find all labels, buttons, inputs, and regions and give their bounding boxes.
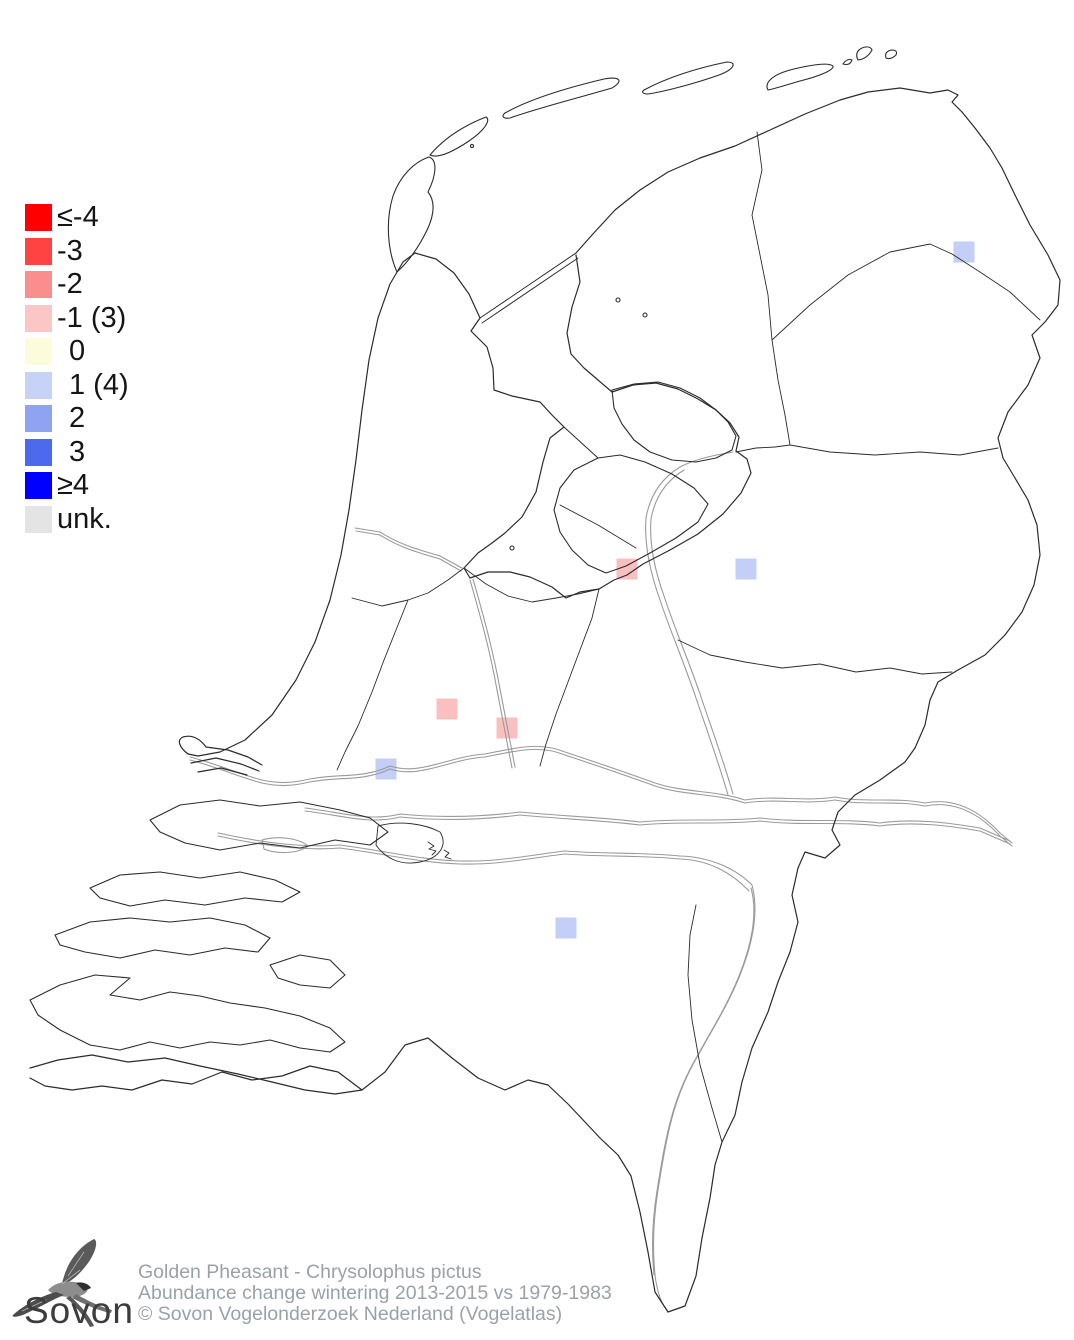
legend-item: -3 <box>25 234 129 267</box>
legend-swatch <box>25 405 52 432</box>
caption-subject: Abundance change wintering 2013-2015 vs … <box>138 1282 612 1304</box>
caption-copyright: © Sovon Vogelonderzoek Nederland (Vogela… <box>138 1303 563 1325</box>
legend-item: ≥4 <box>25 469 129 501</box>
legend-swatch <box>25 237 52 265</box>
legend-label: 0 <box>69 335 86 367</box>
legend-swatch <box>25 204 52 231</box>
legend-item: 2 <box>25 402 129 434</box>
legend-label: -2 <box>57 268 83 300</box>
abundance-squares <box>375 241 975 939</box>
legend-label: ≥4 <box>57 469 90 501</box>
abundance-square <box>436 698 458 720</box>
abundance-square <box>953 241 975 263</box>
legend-swatch <box>25 304 52 332</box>
country-outline <box>29 87 1061 1313</box>
legend-swatch <box>25 371 52 399</box>
legend-item: 0 <box>25 335 129 367</box>
legend-swatch <box>25 472 52 499</box>
legend-item: unk. <box>25 502 129 535</box>
legend: ≤-4 -3 -2 -1 (3) 0 1 (4) 2 3 ≥4 unk. <box>25 201 129 539</box>
abundance-square <box>555 917 577 939</box>
swallow-icon <box>12 1239 112 1327</box>
legend-item: -2 <box>25 268 129 300</box>
province-borders <box>336 131 1041 1143</box>
legend-swatch <box>25 438 52 466</box>
legend-label: 3 <box>69 435 86 468</box>
legend-item: ≤-4 <box>25 201 129 233</box>
legend-label: 1 (4) <box>69 368 129 401</box>
legend-label: ≤-4 <box>57 201 99 233</box>
abundance-square <box>735 558 757 580</box>
rivers <box>189 451 1013 1311</box>
legend-item: -1 (3) <box>25 301 129 334</box>
abundance-square <box>616 558 638 580</box>
map-caption: Golden Pheasant - Chrysolophus pictus Ab… <box>138 1262 612 1325</box>
legend-item: 1 (4) <box>25 368 129 401</box>
legend-label: -3 <box>57 234 83 267</box>
legend-swatch <box>25 271 52 298</box>
legend-swatch <box>25 338 52 365</box>
legend-label: -1 (3) <box>57 301 127 334</box>
abundance-square <box>375 758 397 780</box>
legend-item: 3 <box>25 435 129 468</box>
caption-species: Golden Pheasant - Chrysolophus pictus <box>138 1261 482 1283</box>
legend-label: unk. <box>57 502 112 535</box>
sovon-logo: Sovon <box>10 1234 140 1334</box>
logo-wordmark: Sovon <box>24 1290 134 1331</box>
islands <box>29 46 898 1053</box>
legend-label: 2 <box>69 402 86 434</box>
legend-swatch <box>25 505 52 533</box>
